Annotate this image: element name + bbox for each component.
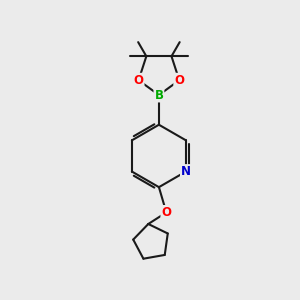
Text: O: O (174, 74, 184, 87)
Text: N: N (181, 165, 191, 178)
Text: O: O (134, 74, 144, 87)
Text: O: O (161, 206, 171, 219)
Text: B: B (154, 88, 164, 101)
